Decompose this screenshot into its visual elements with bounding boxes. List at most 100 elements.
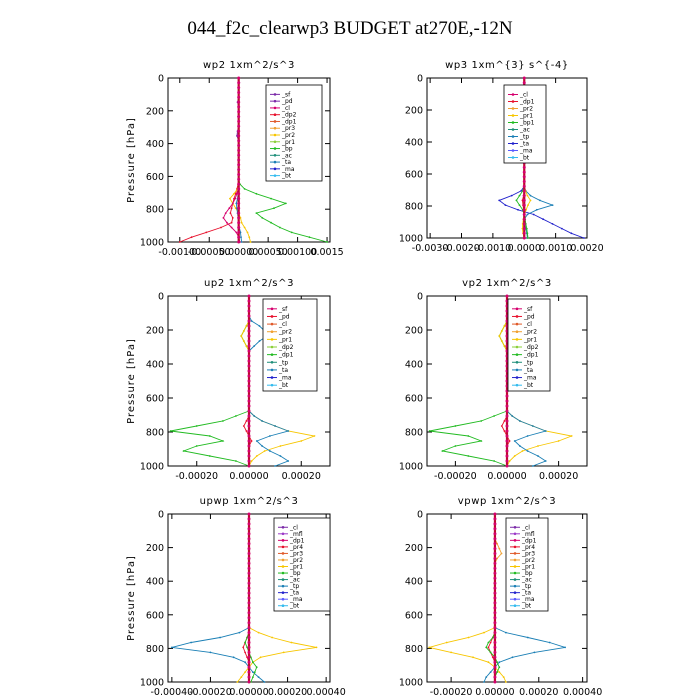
y-tick-label: 0 bbox=[158, 74, 164, 85]
data-point bbox=[498, 671, 501, 673]
legend-entry: _pr1 bbox=[523, 336, 537, 343]
data-point bbox=[480, 420, 483, 422]
legend-entry: _pr1 bbox=[281, 139, 295, 146]
center-point bbox=[493, 557, 497, 560]
data-point bbox=[257, 631, 260, 634]
center-point bbox=[237, 144, 241, 147]
data-point bbox=[428, 646, 431, 649]
data-point bbox=[526, 435, 529, 437]
center-point bbox=[522, 76, 526, 80]
data-point bbox=[498, 199, 501, 202]
data-point bbox=[244, 671, 247, 673]
data-point bbox=[513, 440, 516, 442]
center-point bbox=[505, 399, 509, 403]
data-point bbox=[205, 231, 208, 234]
x-tick-label: 0.00020 bbox=[539, 471, 578, 482]
data-point bbox=[257, 676, 260, 678]
center-point bbox=[493, 645, 497, 649]
x-tick-label: 0.0010 bbox=[539, 243, 572, 254]
data-point bbox=[503, 325, 506, 327]
center-point bbox=[247, 611, 251, 615]
legend-entry: _sf bbox=[281, 91, 291, 98]
data-point bbox=[169, 430, 172, 432]
center-point bbox=[237, 168, 241, 172]
y-tick-label: 800 bbox=[405, 202, 423, 213]
data-point bbox=[472, 656, 474, 659]
data-point bbox=[503, 345, 506, 347]
data-point bbox=[517, 208, 519, 211]
data-point bbox=[511, 656, 514, 659]
x-tick-label: -0.00050 bbox=[188, 247, 231, 258]
legend-marker bbox=[513, 584, 517, 588]
data-point bbox=[269, 435, 271, 437]
center-point bbox=[493, 542, 497, 546]
plot-frame bbox=[426, 513, 588, 683]
data-point bbox=[245, 345, 248, 347]
x-tick-label: -0.00020 bbox=[189, 687, 232, 698]
y-tick-label: 200 bbox=[146, 326, 164, 337]
legend-marker bbox=[281, 584, 285, 588]
y-tick-label: 0 bbox=[417, 74, 423, 85]
data-point bbox=[533, 651, 536, 654]
legend-entry: _pr1 bbox=[519, 113, 533, 120]
data-point bbox=[261, 217, 264, 219]
center-point bbox=[493, 665, 497, 669]
center-point bbox=[237, 163, 241, 167]
legend-marker bbox=[273, 99, 277, 103]
data-point bbox=[171, 646, 173, 649]
center-point bbox=[493, 621, 497, 625]
data-point bbox=[230, 221, 233, 224]
legend-marker bbox=[515, 376, 519, 379]
center-point bbox=[247, 631, 251, 635]
data-point bbox=[532, 213, 535, 216]
legend-entry: _dp1 bbox=[521, 537, 537, 544]
data-point bbox=[261, 445, 263, 447]
legend-entry: _cl bbox=[521, 524, 530, 531]
legend-marker bbox=[511, 114, 515, 117]
data-point bbox=[503, 420, 506, 422]
center-point bbox=[247, 655, 251, 659]
center-point bbox=[237, 206, 241, 210]
data-point bbox=[529, 199, 532, 202]
data-point bbox=[513, 455, 516, 457]
panel-title: upwp 1xm^2/s^3 bbox=[200, 496, 299, 507]
center-point bbox=[522, 170, 526, 174]
center-point bbox=[522, 227, 526, 231]
center-point bbox=[505, 439, 509, 443]
data-point bbox=[208, 435, 211, 437]
legend-entry: _ac bbox=[281, 152, 292, 159]
x-tick-label: 0.0015 bbox=[310, 247, 343, 258]
y-tick-label: 600 bbox=[146, 172, 164, 183]
center-point bbox=[493, 571, 497, 575]
legend-entry: _ma bbox=[281, 166, 295, 173]
legend: _sf_pd_cl_pr2_pr1_dp2_dp1_tp_ta_ma_bt bbox=[262, 298, 318, 392]
data-point bbox=[500, 340, 503, 342]
center-point bbox=[493, 601, 497, 605]
data-point bbox=[467, 636, 470, 639]
y-tick-label: 1000 bbox=[140, 462, 164, 473]
legend-marker bbox=[513, 532, 517, 536]
legend-marker bbox=[515, 383, 519, 387]
x-tick-label: 0.00000 bbox=[229, 687, 268, 698]
data-point bbox=[258, 325, 261, 327]
center-point bbox=[247, 339, 251, 343]
legend-entry: _bt bbox=[523, 382, 534, 389]
center-point bbox=[247, 660, 251, 664]
y-tick-label: 400 bbox=[405, 360, 423, 371]
center-point bbox=[247, 641, 251, 644]
y-tick-label: 200 bbox=[405, 543, 423, 554]
figure-title: 044_f2c_clearwp3 BUDGET at270E,-12N bbox=[187, 18, 513, 39]
data-point bbox=[504, 204, 507, 207]
center-point bbox=[237, 192, 241, 196]
data-point bbox=[235, 231, 238, 234]
center-point bbox=[247, 621, 251, 625]
center-point bbox=[247, 384, 251, 388]
data-point bbox=[502, 676, 505, 678]
legend-box bbox=[262, 298, 318, 392]
panel-2: wp3 1xm^{3} s^{-4}02004006008001000-0.00… bbox=[399, 60, 604, 254]
data-point bbox=[500, 425, 503, 427]
data-point bbox=[520, 190, 522, 192]
legend-entry: _bp bbox=[521, 570, 533, 577]
legend-entry: _dp1 bbox=[289, 537, 305, 544]
legend-entry: _bt bbox=[281, 173, 292, 180]
